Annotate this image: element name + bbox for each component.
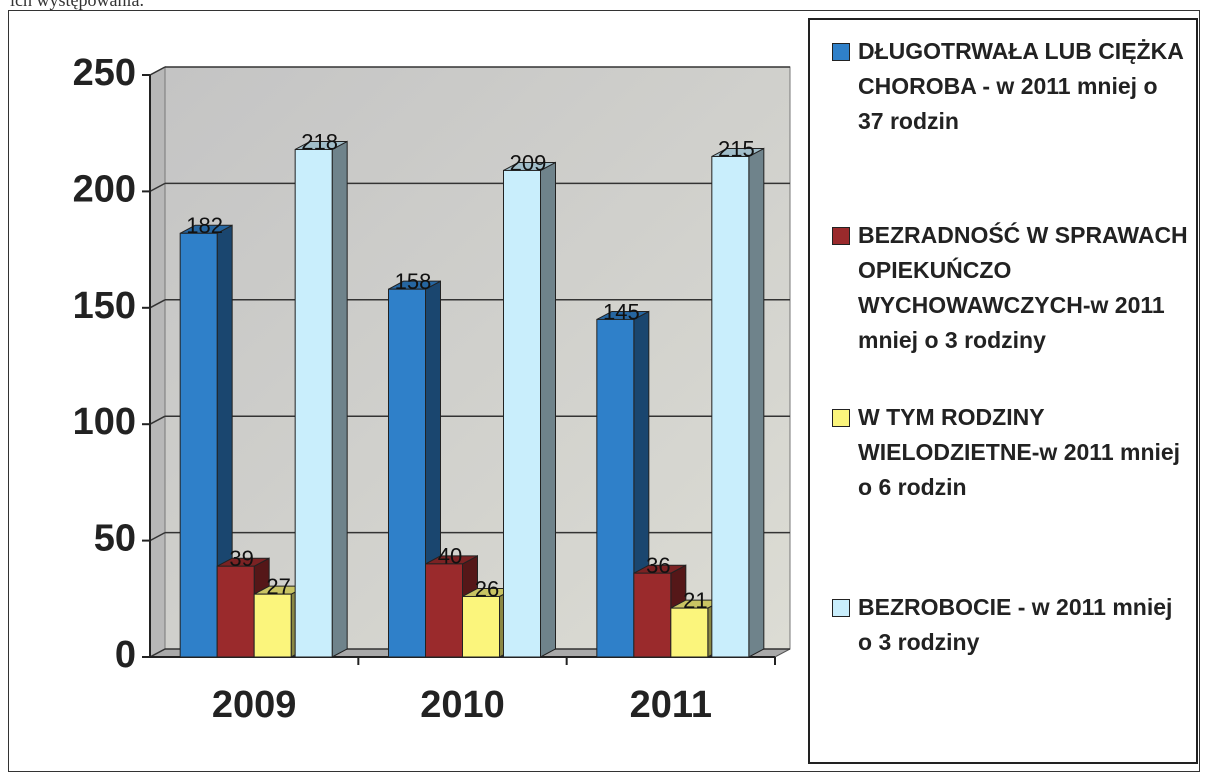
bar	[633, 572, 672, 658]
bar-side	[331, 140, 348, 658]
bar	[503, 169, 541, 658]
data-label: 27	[266, 574, 290, 599]
bar	[216, 565, 255, 658]
back-wall	[164, 66, 791, 650]
legend-entry: BEZROBOCIE - w 2011 mniej o 3 rodziny	[832, 590, 1188, 660]
legend-swatch	[832, 409, 850, 427]
data-label: 209	[510, 150, 547, 175]
bar	[462, 595, 500, 658]
side-wall	[149, 66, 166, 658]
caption: ich występowania.	[10, 0, 144, 10]
grid-line	[149, 531, 166, 542]
legend-entry: W TYM RODZINY WIELODZIETNE-w 2011 mniej …	[832, 400, 1188, 505]
bar	[253, 593, 292, 658]
grid-line	[149, 66, 166, 76]
legend: DŁUGOTRWAŁA LUB CIĘŻKA CHOROBA - w 2011 …	[808, 18, 1198, 764]
grid-line	[149, 182, 166, 193]
bar	[294, 148, 333, 658]
bar-side	[748, 147, 765, 658]
legend-swatch	[832, 599, 850, 617]
bar	[425, 563, 463, 658]
data-label: 36	[646, 553, 670, 578]
y-tick-label: 200	[73, 168, 136, 210]
data-label: 26	[475, 576, 499, 601]
bar-side	[540, 161, 556, 658]
data-label: 145	[603, 299, 640, 324]
bar	[670, 607, 709, 658]
legend-swatch	[832, 43, 850, 61]
data-label: 215	[718, 136, 755, 161]
data-label: 158	[395, 269, 432, 294]
bar	[596, 318, 635, 658]
legend-label: BEZROBOCIE - w 2011 mniej o 3 rodziny	[858, 594, 1173, 655]
legend-label: DŁUGOTRWAŁA LUB CIĘŻKA CHOROBA - w 2011 …	[858, 38, 1183, 134]
bar	[711, 155, 750, 658]
y-tick-label: 250	[73, 52, 136, 94]
y-tick-label: 50	[94, 518, 136, 560]
grid-line	[149, 415, 166, 425]
x-tick-label: 2011	[630, 684, 712, 726]
y-tick-label: 0	[115, 634, 136, 676]
legend-entry: DŁUGOTRWAŁA LUB CIĘŻKA CHOROBA - w 2011 …	[832, 34, 1188, 139]
data-label: 218	[301, 129, 338, 154]
legend-swatch	[832, 227, 850, 245]
data-label: 40	[438, 544, 462, 569]
legend-entry: BEZRADNOŚĆ W SPRAWACH OPIEKUŃCZO WYCHOWA…	[832, 218, 1188, 358]
frame	[8, 10, 1200, 772]
grid-line	[149, 299, 166, 309]
legend-label: W TYM RODZINY WIELODZIETNE-w 2011 mniej …	[858, 404, 1181, 500]
data-label: 39	[229, 546, 253, 571]
data-label: 21	[683, 588, 707, 613]
grid-line	[149, 648, 166, 658]
x-tick-label: 2009	[212, 684, 297, 726]
x-tick-label: 2010	[420, 684, 505, 726]
bar	[179, 232, 218, 658]
y-tick-label: 150	[73, 285, 136, 327]
y-tick-label: 100	[73, 401, 136, 443]
legend-label: BEZRADNOŚĆ W SPRAWACH OPIEKUŃCZO WYCHOWA…	[858, 222, 1188, 353]
bar	[388, 288, 426, 658]
data-label: 182	[186, 213, 223, 238]
